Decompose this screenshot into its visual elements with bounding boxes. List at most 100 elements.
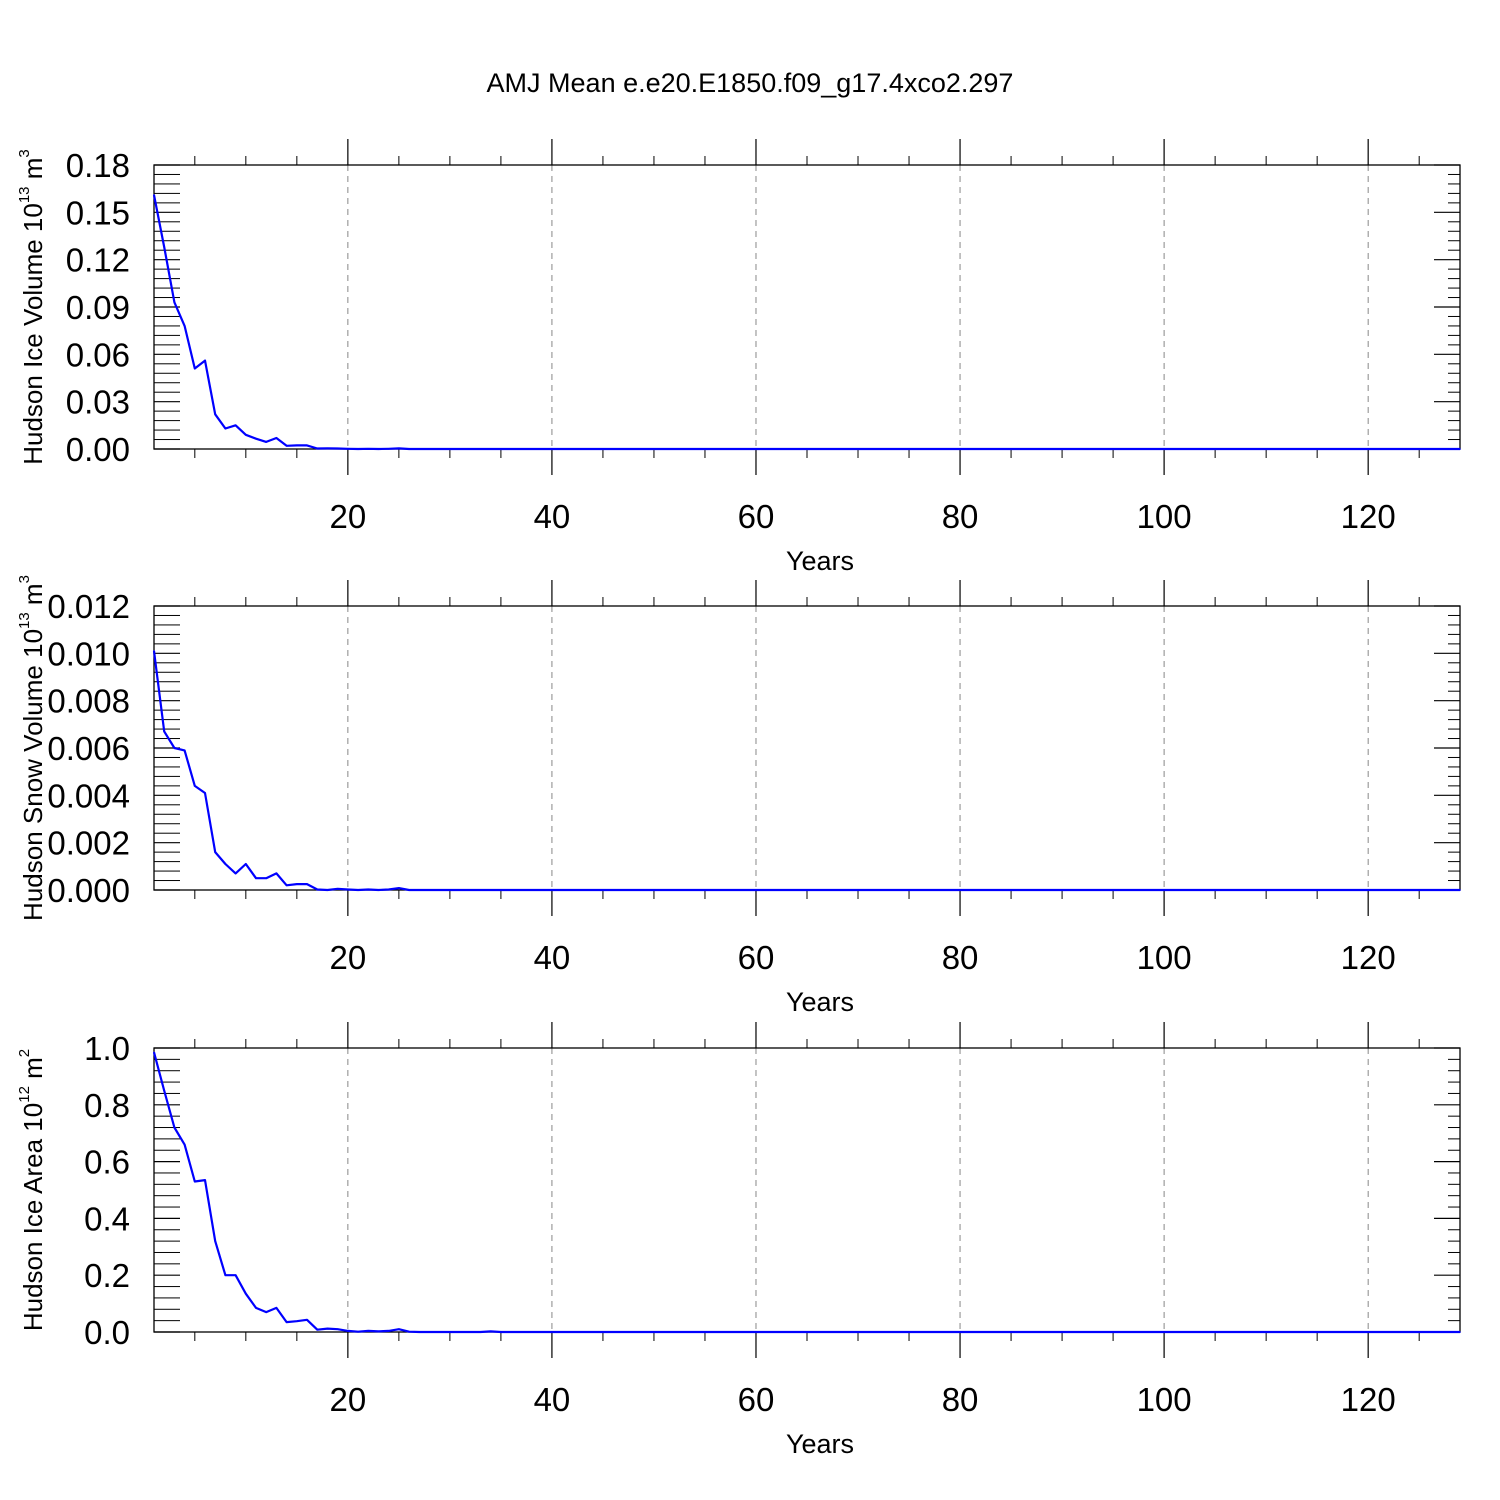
x-tick-label: 80	[942, 498, 979, 535]
y-tick-label: 0.15	[66, 194, 130, 231]
data-point	[408, 448, 410, 450]
x-tick-label: 40	[534, 498, 571, 535]
y-tick-label: 0.00	[66, 431, 130, 468]
x-tick-label: 120	[1341, 939, 1396, 976]
y-tick-label: 0.03	[66, 384, 130, 421]
data-point	[367, 448, 370, 450]
data-point	[255, 877, 257, 879]
data-point	[438, 889, 441, 891]
data-point	[326, 889, 329, 891]
data-point	[153, 194, 155, 196]
data-point	[296, 444, 298, 447]
panel-2: 20 40 60 80 100 120 0.000 0.002 0.004 0.006 0.008 0…	[16, 575, 1461, 1017]
y-tick-label: 0.0	[84, 1314, 130, 1351]
data-point	[316, 888, 319, 891]
data-point	[408, 1330, 410, 1333]
data-point	[428, 889, 431, 891]
y-tick-label: 1.0	[84, 1030, 130, 1067]
data-point	[438, 448, 441, 450]
data-point	[418, 1331, 421, 1333]
data-point	[234, 1274, 237, 1276]
data-point	[194, 367, 196, 370]
data-point	[398, 1328, 400, 1330]
data-point	[194, 785, 196, 787]
y-tick-label: 0.6	[84, 1144, 130, 1181]
panel-3: 20 40 60 80 100 120 0.0 0.2 0.4 0.6 0.8 1.0 Years Hud…	[16, 1022, 1461, 1459]
data-point	[336, 447, 339, 450]
x-axis-label: Years	[786, 987, 854, 1017]
data-point	[204, 792, 206, 794]
data-point	[194, 1180, 196, 1183]
y-tick-label: 0.012	[47, 588, 130, 625]
x-tick-label: 80	[942, 1381, 979, 1418]
data-point	[357, 448, 359, 450]
y-axis-label-exponent: 12	[16, 1086, 33, 1103]
data-point	[398, 447, 400, 450]
data-point	[1459, 1331, 1461, 1333]
data-point	[265, 1311, 268, 1313]
data-point	[326, 1327, 329, 1330]
y-axis-label-text: Hudson Snow Volume 10	[18, 629, 48, 921]
data-point	[245, 1292, 247, 1295]
data-point	[306, 883, 308, 885]
data-point	[173, 747, 176, 749]
y-tick-label: 0.2	[84, 1257, 130, 1294]
y-axis-label: Hudson Ice Volume 1013 m3	[16, 149, 48, 465]
data-point	[500, 1331, 502, 1333]
data-point	[449, 889, 451, 891]
x-tick-label: 20	[330, 1381, 367, 1418]
data-point	[347, 448, 349, 450]
data-point	[347, 888, 349, 891]
data-point	[234, 424, 237, 427]
data-point	[285, 884, 288, 887]
x-axis-label: Years	[786, 1429, 854, 1459]
data-point	[255, 437, 257, 440]
x-tick-label: 20	[330, 498, 367, 535]
data-point	[377, 889, 380, 891]
data-point	[418, 889, 421, 891]
x-tick-label: 40	[534, 1381, 571, 1418]
data-point	[245, 863, 247, 865]
y-axis-label-unit: m	[18, 158, 48, 187]
y-tick-label: 0.010	[47, 635, 130, 672]
data-point	[347, 1330, 349, 1332]
data-point	[204, 1179, 206, 1181]
series-line	[152, 650, 1460, 892]
data-point	[214, 413, 217, 416]
y-axis-label-unit-exponent: 2	[16, 1049, 33, 1057]
data-point	[387, 1330, 390, 1332]
data-point	[316, 1328, 319, 1331]
plot-frame	[153, 1047, 1461, 1333]
data-point	[449, 1331, 451, 1333]
data-point	[173, 301, 176, 304]
x-tick-label: 60	[738, 1381, 775, 1418]
y-axis-label-unit-exponent: 3	[16, 575, 33, 583]
y-axis-label-unit: m	[18, 583, 48, 612]
y-tick-label: 0.008	[47, 683, 130, 720]
y-tick-label: 0.4	[84, 1200, 130, 1237]
y-axis-label-text: Hudson Ice Area 10	[18, 1103, 48, 1331]
data-point	[265, 877, 268, 879]
data-point	[306, 1318, 308, 1321]
y-tick-label: 0.004	[47, 777, 130, 814]
data-point	[367, 888, 370, 891]
chart-title: AMJ Mean e.e20.E1850.f09_g17.4xco2.297	[487, 68, 1014, 98]
y-axis-label-exponent: 13	[16, 612, 33, 629]
data-point	[255, 1307, 257, 1309]
data-point	[214, 851, 217, 853]
data-point	[336, 888, 339, 890]
y-tick-label: 0.002	[47, 825, 130, 862]
data-point	[408, 889, 410, 891]
data-point	[336, 1328, 339, 1330]
data-point	[163, 246, 166, 248]
data-point	[479, 1331, 482, 1333]
x-tick-label: 100	[1137, 939, 1192, 976]
data-point	[1459, 889, 1461, 891]
x-tick-label: 60	[738, 498, 775, 535]
data-point	[285, 1321, 288, 1323]
y-tick-label: 0.12	[66, 242, 130, 279]
data-point	[377, 1330, 380, 1333]
data-point	[224, 427, 227, 430]
data-point	[153, 650, 155, 652]
